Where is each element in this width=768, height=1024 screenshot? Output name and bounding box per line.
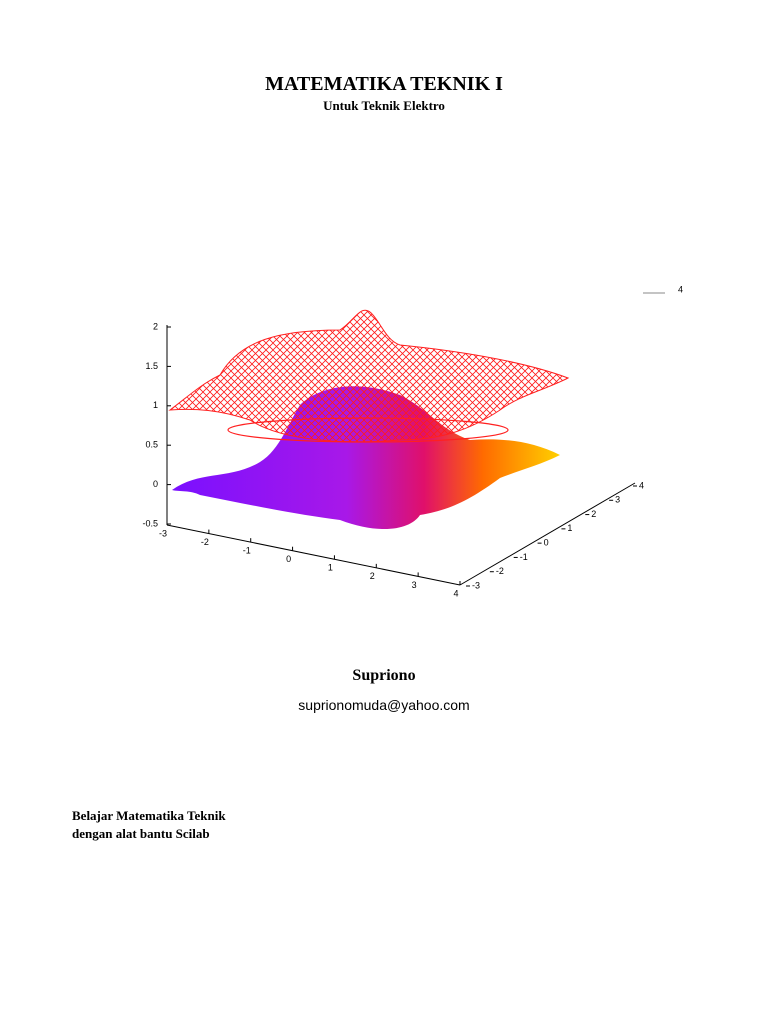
tick-label: -3 bbox=[159, 528, 167, 538]
tick-label: 3 bbox=[615, 495, 620, 505]
tick-label: 2 bbox=[153, 321, 158, 331]
description-line: Belajar Matematika Teknik bbox=[72, 808, 226, 823]
tick-label: -2 bbox=[201, 537, 209, 547]
description-line: dengan alat bantu Scilab bbox=[72, 826, 210, 841]
tick-label: 2 bbox=[370, 571, 375, 581]
tick-label: 1 bbox=[328, 563, 333, 573]
wireframe-ring bbox=[227, 417, 509, 443]
tick-label: 0 bbox=[153, 479, 158, 489]
tick-label: -1 bbox=[243, 546, 251, 556]
corner-label: 4 bbox=[678, 284, 683, 294]
tick-label: 2 bbox=[591, 509, 596, 519]
tick-label: 1.5 bbox=[145, 361, 158, 371]
tick-label: 4 bbox=[639, 480, 644, 490]
tick-label: -0.5 bbox=[142, 518, 158, 528]
tick-label: 1 bbox=[153, 400, 158, 410]
surface bbox=[172, 386, 560, 530]
x-axis bbox=[166, 524, 461, 586]
wireframe bbox=[168, 309, 570, 443]
author-name: Supriono bbox=[352, 667, 416, 684]
author-email: suprionomuda@yahoo.com bbox=[298, 697, 470, 713]
tick-label: 3 bbox=[412, 580, 417, 590]
tick-label: 0.5 bbox=[145, 440, 158, 450]
subtitle: Untuk Teknik Elektro bbox=[323, 98, 445, 113]
tick-label: 0 bbox=[286, 554, 291, 564]
tick-label: 0 bbox=[544, 538, 549, 548]
tick-label: 1 bbox=[567, 523, 572, 533]
tick-label: 4 bbox=[453, 588, 458, 598]
tick-label: -1 bbox=[520, 552, 528, 562]
y-axis bbox=[459, 482, 636, 586]
tick-label: -3 bbox=[472, 580, 480, 590]
title: MATEMATIKA TEKNIK I bbox=[265, 73, 503, 95]
tick-label: -2 bbox=[496, 566, 504, 576]
